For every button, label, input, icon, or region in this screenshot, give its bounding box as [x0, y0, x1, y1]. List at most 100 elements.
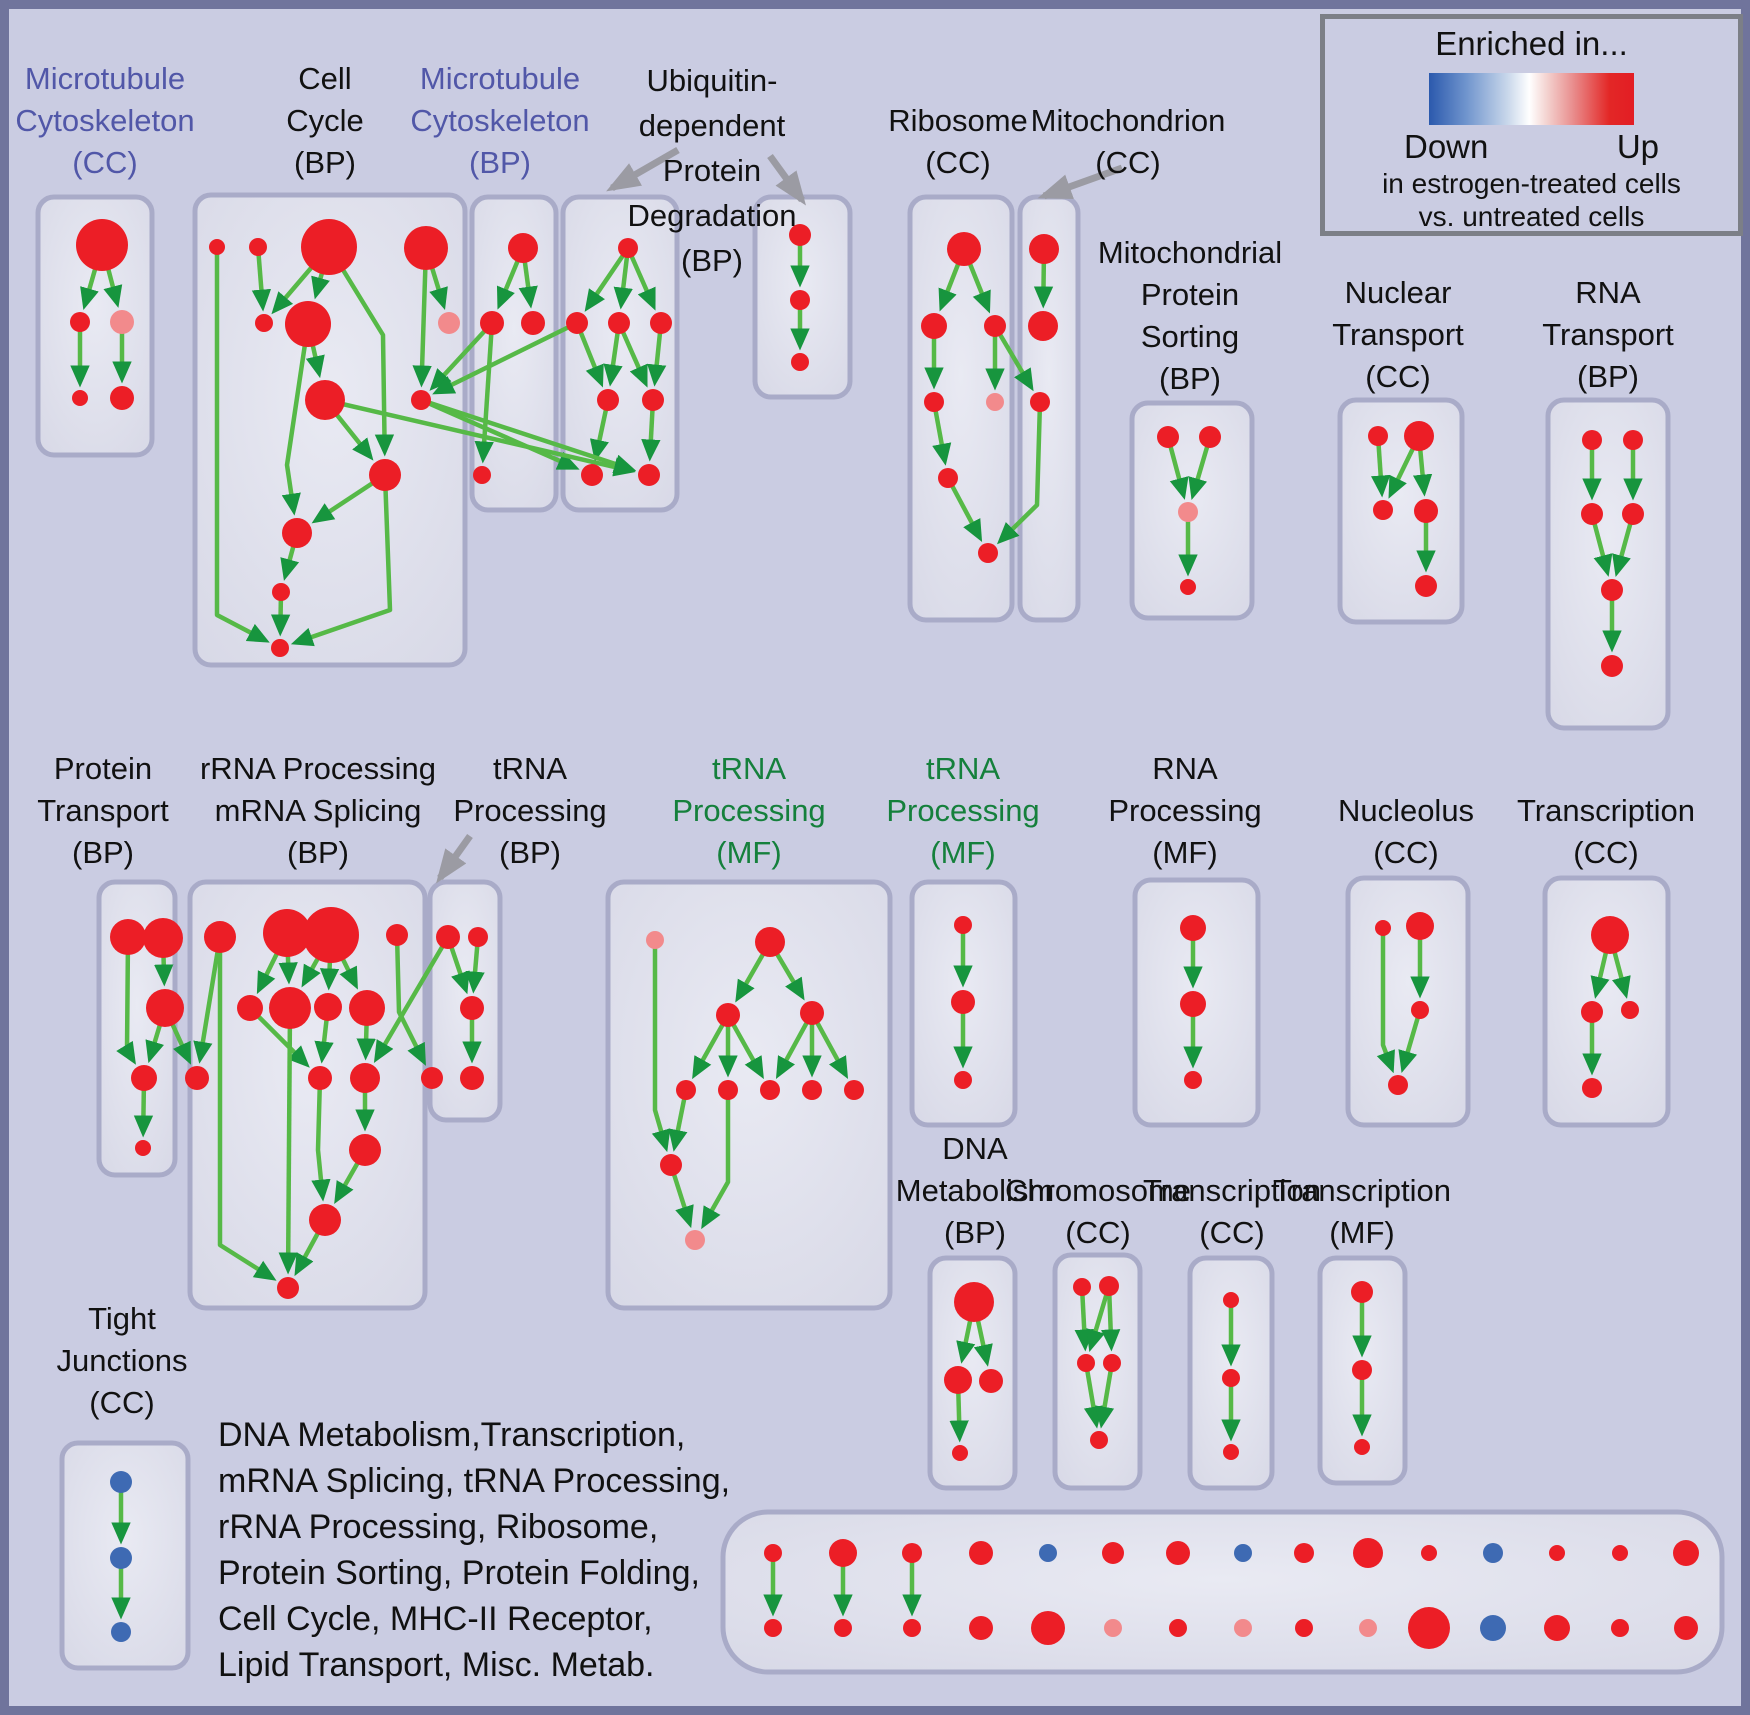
legend-title: Enriched in...	[1435, 25, 1628, 62]
enrichment-gradient-bar	[1429, 73, 1634, 125]
go-term-node	[1353, 1538, 1383, 1568]
go-term-node	[952, 1445, 968, 1461]
go-term-node	[789, 224, 811, 246]
go-term-node	[1480, 1615, 1506, 1641]
go-term-node	[349, 990, 385, 1026]
go-term-node	[1354, 1439, 1370, 1455]
group-box-rrna-processing-mrna-splicing-bp	[187, 879, 428, 1311]
go-term-node	[468, 927, 488, 947]
go-term-node	[978, 543, 998, 563]
go-term-node	[131, 1065, 157, 1091]
relation-edge	[1083, 1362, 1103, 1429]
relation-edge	[412, 247, 432, 388]
go-term-node	[1351, 1281, 1373, 1303]
go-term-node	[272, 583, 290, 601]
group-box-cell-cycle-bp	[192, 192, 468, 668]
go-term-node	[473, 466, 491, 484]
go-term-node	[1157, 426, 1179, 448]
go-term-node	[1404, 421, 1434, 451]
go-term-node	[1039, 1544, 1057, 1562]
go-term-node	[829, 1539, 857, 1567]
go-term-node	[844, 1080, 864, 1100]
go-term-node	[984, 315, 1006, 337]
relation-edge	[214, 247, 270, 643]
go-term-node	[1180, 915, 1206, 941]
go-term-node	[1030, 392, 1050, 412]
go-term-node	[676, 1080, 696, 1100]
go-term-node	[1294, 1543, 1314, 1563]
relation-edge	[420, 397, 580, 470]
callout-arrow-mitochondrion-to-box	[1037, 164, 1124, 200]
relation-edge	[651, 940, 671, 1153]
go-term-node	[979, 1369, 1003, 1393]
legend-up-label: Up	[1616, 128, 1659, 165]
relation-edge	[1074, 1286, 1094, 1352]
go-term-node	[1199, 426, 1221, 448]
go-term-node	[954, 1071, 972, 1089]
go-term-node	[1222, 1369, 1240, 1387]
group-box-rna-transport-bp	[1545, 397, 1671, 731]
go-term-node	[1388, 1075, 1408, 1095]
go-term-node	[618, 238, 638, 258]
legend-down-label: Down	[1404, 128, 1489, 165]
note-line: rRNA Processing, Ribosome,	[218, 1508, 659, 1546]
go-term-node	[1077, 1354, 1095, 1372]
go-term-node	[1028, 311, 1058, 341]
go-term-node	[760, 1080, 780, 1100]
group-box-misc-cluster	[720, 1509, 1725, 1675]
go-term-node	[650, 312, 672, 334]
go-term-node	[460, 1066, 484, 1090]
go-term-node	[1601, 655, 1623, 677]
go-term-node	[1180, 579, 1196, 595]
go-term-node	[718, 1080, 738, 1100]
go-term-node	[1623, 430, 1643, 450]
relation-edge	[946, 476, 983, 542]
relation-edge	[420, 397, 637, 474]
go-term-node	[1621, 1001, 1639, 1019]
go-term-node	[110, 310, 134, 334]
go-term-node	[438, 312, 460, 334]
go-term-node	[1408, 1607, 1450, 1649]
go-term-node	[72, 390, 88, 406]
note-line: DNA Metabolism,Transcription,	[218, 1416, 686, 1454]
go-term-node	[802, 1080, 822, 1100]
go-term-node	[185, 1066, 209, 1090]
group-box-trna-processing-mf-large	[605, 879, 893, 1311]
go-term-node	[1582, 1078, 1602, 1098]
go-term-node	[685, 1230, 705, 1250]
go-term-node	[277, 1277, 299, 1299]
go-term-node	[269, 987, 311, 1029]
go-term-node	[764, 1619, 782, 1637]
go-term-node	[508, 233, 538, 263]
go-term-node	[954, 916, 972, 934]
go-term-node	[1234, 1544, 1252, 1562]
relation-edge	[248, 1006, 310, 1068]
go-term-node	[421, 1067, 443, 1089]
go-term-node	[369, 459, 401, 491]
go-term-node	[969, 1616, 993, 1640]
go-term-node	[1359, 1619, 1377, 1637]
go-term-node	[947, 232, 981, 266]
go-term-node	[1029, 234, 1059, 264]
go-term-node	[902, 1543, 922, 1563]
go-term-node	[1373, 500, 1393, 520]
go-term-node	[581, 464, 603, 486]
go-term-node	[1483, 1543, 1503, 1563]
go-term-node	[1673, 1540, 1699, 1566]
go-term-node	[110, 1547, 132, 1569]
go-term-node	[110, 1471, 132, 1493]
relation-edge	[625, 247, 656, 311]
go-term-node	[349, 1134, 381, 1166]
go-term-node	[1612, 1545, 1628, 1561]
go-term-node	[1611, 1619, 1629, 1637]
group-box-ubiquitin-degradation-left	[560, 194, 680, 513]
relation-edge	[193, 936, 223, 1064]
go-term-node	[70, 312, 90, 332]
relation-edge	[701, 1090, 731, 1230]
go-term-node	[1601, 579, 1623, 601]
go-term-node	[204, 921, 236, 953]
relation-edge	[281, 323, 311, 516]
